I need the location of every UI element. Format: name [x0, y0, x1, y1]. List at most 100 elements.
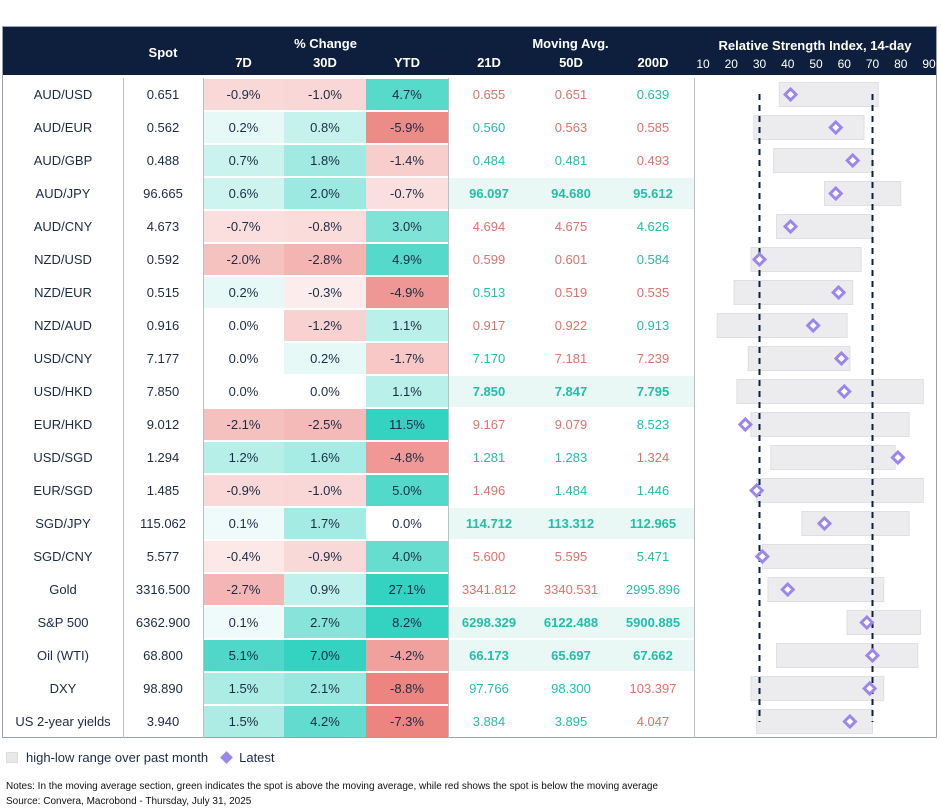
- cell-name: S&P 500: [37, 615, 89, 630]
- rsi-latest-marker: [828, 185, 844, 202]
- cell-ytd: 8.2%: [366, 607, 448, 638]
- table-row: AUD/CNY 4.673 -0.7% -0.8% 3.0% 4.694 4.675 4.62…: [3, 210, 936, 243]
- cell-ytd: 4.7%: [366, 79, 448, 110]
- rsi-latest-marker: [782, 86, 799, 103]
- cell-spot: 98.890: [143, 681, 183, 696]
- cell-ma50: 65.697: [551, 648, 591, 663]
- cell-d7: -0.9%: [203, 79, 284, 110]
- rsi-tick-label: 20: [724, 57, 738, 71]
- rsi-latest-marker: [845, 152, 861, 169]
- cell-ma21: 9.167: [472, 417, 506, 432]
- cell-name: USD/SGD: [33, 450, 93, 465]
- header-spot: Spot: [148, 45, 178, 60]
- table-row: NZD/AUD 0.916 0.0% -1.2% 1.1% 0.917 0.922 0.913: [3, 309, 936, 342]
- cell-ytd: -7.3%: [366, 706, 448, 737]
- cell-spot: 0.562: [146, 120, 180, 135]
- cell-ma50: 0.519: [554, 285, 588, 300]
- cell-spot: 7.850: [146, 384, 180, 399]
- legend: high-low range over past month Latest: [6, 749, 275, 767]
- cell-ma50: 4.675: [554, 219, 588, 234]
- cell-name: AUD/USD: [33, 87, 93, 102]
- cell-ma21: 97.766: [469, 681, 509, 696]
- cell-spot: 0.651: [146, 87, 180, 102]
- cell-ytd: 4.0%: [366, 541, 448, 572]
- rsi-latest-marker: [830, 284, 847, 301]
- cell-name: DXY: [49, 681, 77, 696]
- cell-d30: 1.6%: [284, 442, 366, 473]
- header-50d: 50D: [559, 55, 583, 70]
- rsi-latest-marker: [737, 416, 753, 433]
- cell-d30: 1.8%: [284, 145, 366, 176]
- column-divider: [123, 78, 124, 738]
- cell-d7: 0.1%: [203, 508, 284, 539]
- cell-d30: -0.9%: [284, 541, 366, 572]
- table-row: SGD/JPY 115.062 0.1% 1.7% 0.0% 114.712 113.312…: [3, 507, 936, 540]
- cell-d30: 2.1%: [284, 673, 366, 704]
- cell-ma21: 0.599: [472, 252, 506, 267]
- cell-d7: -0.4%: [203, 541, 284, 572]
- header-30d: 30D: [313, 55, 337, 70]
- cell-name: NZD/AUD: [34, 318, 92, 333]
- cell-ytd: -4.8%: [366, 442, 448, 473]
- cell-spot: 9.012: [146, 417, 180, 432]
- cell-ma21: 4.694: [472, 219, 506, 234]
- cell-d30: 2.0%: [284, 178, 366, 209]
- table-row: AUD/JPY 96.665 0.6% 2.0% -0.7% 96.097 94.680 95…: [3, 177, 936, 210]
- header-7d: 7D: [235, 55, 252, 70]
- cell-spot: 5.577: [146, 549, 180, 564]
- table-row: DXY 98.890 1.5% 2.1% -8.8% 97.766 98.300 103.39…: [3, 672, 936, 705]
- cell-d30: -2.5%: [284, 409, 366, 440]
- table-row: Oil (WTI) 68.800 5.1% 7.0% -4.2% 66.173 65.697…: [3, 639, 936, 672]
- rsi-latest-marker: [782, 218, 799, 235]
- header-bar: [3, 27, 936, 75]
- cell-ytd: 1.1%: [366, 376, 448, 407]
- cell-name: SGD/JPY: [35, 516, 91, 531]
- rsi-tick-label: 10: [696, 57, 710, 71]
- table-row: AUD/EUR 0.562 0.2% 0.8% -5.9% 0.560 0.563 0.585: [3, 111, 936, 144]
- cell-ma21: 0.655: [472, 87, 506, 102]
- cell-ma50: 0.563: [554, 120, 588, 135]
- rsi-latest-marker: [862, 680, 878, 697]
- legend-latest-diamond: [220, 751, 233, 764]
- cell-ma21: 0.513: [472, 285, 506, 300]
- cell-name: USD/CNY: [33, 351, 93, 366]
- table-row: EUR/SGD 1.485 -0.9% -1.0% 5.0% 1.496 1.484 1.44…: [3, 474, 936, 507]
- cell-spot: 0.515: [146, 285, 180, 300]
- cell-spot: 0.916: [146, 318, 180, 333]
- cell-spot: 68.800: [143, 648, 183, 663]
- rsi-latest-marker: [890, 449, 906, 466]
- column-divider: [203, 78, 204, 738]
- cell-ma200: 95.612: [633, 186, 673, 201]
- cell-ma50: 1.484: [554, 483, 588, 498]
- cell-ma200: 1.324: [636, 450, 670, 465]
- cell-spot: 0.592: [146, 252, 180, 267]
- table-row: EUR/HKD 9.012 -2.1% -2.5% 11.5% 9.167 9.079 8.5…: [3, 408, 936, 441]
- source-text: Source: Convera, Macrobond - Thursday, J…: [6, 796, 252, 807]
- table-row: S&P 500 6362.900 0.1% 2.7% 8.2% 6298.329 6122.…: [3, 606, 936, 639]
- rsi-latest-marker: [805, 317, 821, 334]
- cell-ma21: 1.496: [472, 483, 506, 498]
- cell-ma200: 0.585: [636, 120, 670, 135]
- cell-ytd: -4.2%: [366, 640, 448, 671]
- cell-d30: -1.0%: [284, 79, 366, 110]
- cell-d7: 0.0%: [203, 310, 284, 341]
- cell-ma200: 67.662: [633, 648, 673, 663]
- cell-ma200: 112.965: [629, 516, 677, 531]
- cell-ytd: 5.0%: [366, 475, 448, 506]
- rsi-tick-label: 90: [922, 57, 936, 71]
- cell-d30: 4.2%: [284, 706, 366, 737]
- column-divider: [448, 78, 449, 738]
- cell-ma200: 5900.885: [625, 615, 681, 630]
- cell-ma21: 7.850: [472, 384, 506, 399]
- cell-spot: 96.665: [143, 186, 183, 201]
- cell-name: AUD/JPY: [35, 186, 91, 201]
- cell-d7: -2.0%: [203, 244, 284, 275]
- cell-ma21: 0.917: [472, 318, 506, 333]
- table-row: AUD/GBP 0.488 0.7% 1.8% -1.4% 0.484 0.481 0.493: [3, 144, 936, 177]
- cell-d7: 0.1%: [203, 607, 284, 638]
- rsi-range-bar: [716, 313, 848, 338]
- header-21d: 21D: [477, 55, 501, 70]
- cell-d30: 0.9%: [284, 574, 366, 605]
- cell-ma50: 0.651: [554, 87, 588, 102]
